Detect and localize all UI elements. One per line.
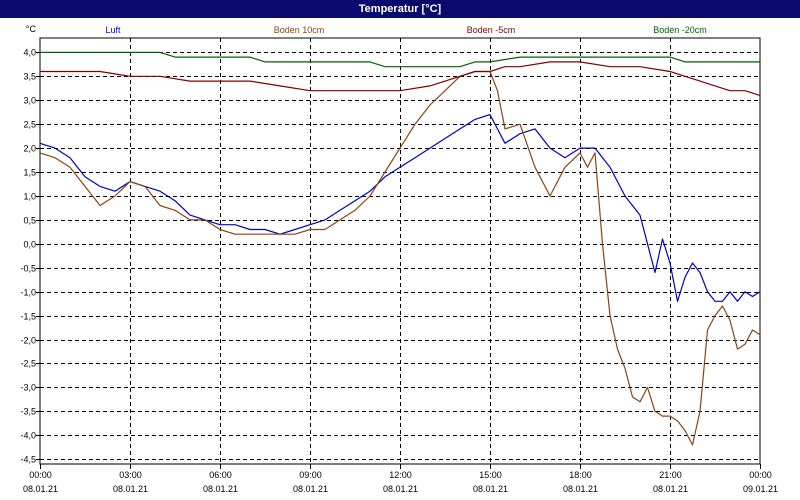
x-tick-time-label: 18:00 xyxy=(569,470,592,480)
series-line-luft xyxy=(39,113,761,302)
y-tick-label: 3,0 xyxy=(23,96,36,106)
x-tick-date-label: 08.01.21 xyxy=(653,484,688,494)
x-tick-date-label: 08.01.21 xyxy=(293,484,328,494)
x-tick-time-label: 09:00 xyxy=(299,470,322,480)
y-tick-label: 1,0 xyxy=(23,192,36,202)
y-tick-label: -1,0 xyxy=(20,288,36,298)
y-tick-label: -2,5 xyxy=(20,359,36,369)
y-tick-label: -1,5 xyxy=(20,312,36,322)
y-tick-label: 2,5 xyxy=(23,120,36,130)
legend-entry-luft: Luft xyxy=(105,25,121,35)
y-tick-label: -4,0 xyxy=(20,431,36,441)
axis-layer: 4,0 3,5 3,0 2,5 2,0 1,5 1,0 0,5 0,0 -0,5 -1,0 -1,5 -… xyxy=(20,24,778,494)
series-layer xyxy=(39,51,761,446)
series-line-boden-5cm xyxy=(40,61,761,96)
x-tick-date-label: 08.01.21 xyxy=(473,484,508,494)
y-tick-label: 2,0 xyxy=(23,144,36,154)
series-line-boden-20cm xyxy=(40,51,760,68)
x-tick-time-label: 21:00 xyxy=(659,470,682,480)
y-tick-label: -3,0 xyxy=(20,383,36,393)
x-tick-time-label: 03:00 xyxy=(119,470,142,480)
grid-layer xyxy=(39,37,761,465)
y-tick-label: -0,5 xyxy=(20,264,36,274)
chart-title: Temperatur [°C] xyxy=(358,3,442,15)
y-tick-label: 0,0 xyxy=(23,240,36,250)
y-tick-label: -3,5 xyxy=(20,407,36,417)
temperature-chart: 4,0 3,5 3,0 2,5 2,0 1,5 1,0 0,5 0,0 -0,5 -1,0 -1,5 -… xyxy=(20,24,778,494)
x-tick-date-label: 08.01.21 xyxy=(113,484,148,494)
x-tick-date-label: 08.01.21 xyxy=(203,484,238,494)
legend-entry-boden-5cm: Boden -5cm xyxy=(467,25,516,35)
y-tick-label: -2,0 xyxy=(20,336,36,346)
y-tick-label: 1,5 xyxy=(23,168,36,178)
x-tick-date-label: 08.01.21 xyxy=(23,484,58,494)
y-tick-label: 4,0 xyxy=(23,48,36,58)
x-tick-time-label: 00:00 xyxy=(29,470,52,480)
series-line-boden-10cm xyxy=(39,70,761,446)
y-axis-label: °C xyxy=(26,24,37,34)
x-tick-date-label: 09.01.21 xyxy=(743,484,778,494)
x-tick-time-label: 15:00 xyxy=(479,470,502,480)
y-tick-label: 0,5 xyxy=(23,216,36,226)
y-tick-label: 3,5 xyxy=(23,72,36,82)
x-tick-date-label: 08.01.21 xyxy=(563,484,598,494)
x-tick-time-label: 00:00 xyxy=(749,470,772,480)
x-tick-time-label: 06:00 xyxy=(209,470,232,480)
legend-layer: Luft Boden 10cm Boden -5cm Boden -20cm xyxy=(105,25,706,35)
x-tick-time-label: 12:00 xyxy=(389,470,412,480)
chart-title-bar: Temperatur [°C] xyxy=(0,0,800,18)
legend-entry-boden-20cm: Boden -20cm xyxy=(653,25,707,35)
y-tick-label: -4,5 xyxy=(20,455,36,465)
legend-entry-boden-10cm: Boden 10cm xyxy=(274,25,325,35)
x-tick-date-label: 08.01.21 xyxy=(383,484,418,494)
